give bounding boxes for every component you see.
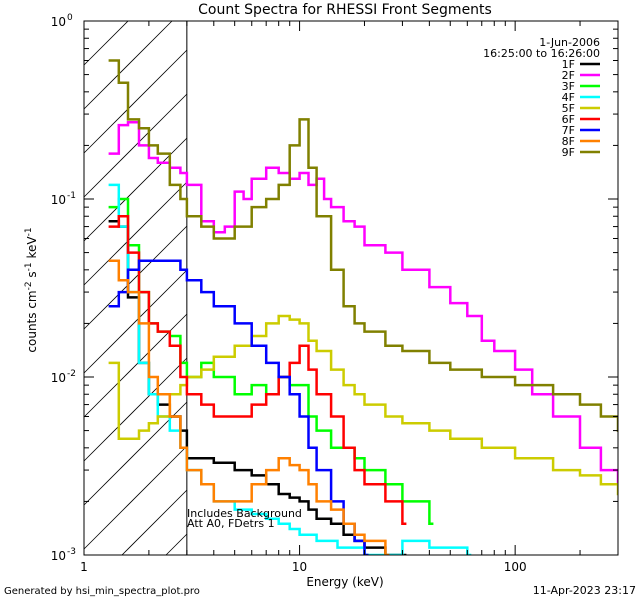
legend-label-9F: 9F <box>562 146 575 159</box>
hatch-line <box>83 181 188 286</box>
legend-label-7F: 7F <box>562 124 575 137</box>
time-range-label: 16:25:00 to 16:26:00 <box>483 47 600 60</box>
y-tick-exponent: -3 <box>67 547 76 557</box>
hatch-line <box>83 20 173 110</box>
legend-label-6F: 6F <box>562 113 575 126</box>
y-tick-label: 10 <box>51 193 66 207</box>
hatch-line <box>83 49 188 154</box>
plot-frame <box>83 20 619 556</box>
x-tick-label: 10 <box>292 560 307 574</box>
attenuator-hatch-region <box>83 20 188 556</box>
hatch-line <box>83 20 129 66</box>
y-tick-exponent: 0 <box>67 13 73 23</box>
hatch-line <box>83 225 188 330</box>
series-8F <box>108 259 390 555</box>
footer-generated-by: Generated by hsi_min_spectra_plot.pro <box>4 586 200 597</box>
hatch-line <box>83 269 188 374</box>
y-tick-exponent: -2 <box>67 369 76 379</box>
y-tick-label: 10 <box>51 15 66 29</box>
y-tick-label: 10 <box>51 549 66 563</box>
y-tick-exponent: -1 <box>67 191 76 201</box>
hatch-line <box>165 533 188 556</box>
legend-label-5F: 5F <box>562 102 575 115</box>
y-tick-label: 10 <box>51 371 66 385</box>
x-axis-label: Energy (keV) <box>306 575 383 589</box>
series-layer <box>108 59 618 555</box>
legend-label-3F: 3F <box>562 80 575 93</box>
background-note-line2: Att A0, FDetrs 1 <box>187 517 275 530</box>
background-note-line1: Includes Background <box>187 507 302 520</box>
legend-label-1F: 1F <box>562 58 575 71</box>
hatch-line <box>83 93 188 198</box>
x-tick-label: 1 <box>80 560 88 574</box>
series-2F <box>108 120 618 486</box>
chart-title: Count Spectra for RHESSI Front Segments <box>198 2 492 18</box>
legend-label-8F: 8F <box>562 135 575 148</box>
x-tick-label: 100 <box>504 560 527 574</box>
hatch-line <box>121 489 188 556</box>
legend-label-4F: 4F <box>562 91 575 104</box>
footer-timestamp: 11-Apr-2023 23:17 <box>533 584 636 597</box>
series-9F <box>108 59 618 432</box>
hatch-line <box>83 445 188 550</box>
y-axis-label: counts cm-2 s-1 keV-1 <box>24 227 39 352</box>
legend-label-2F: 2F <box>562 69 575 82</box>
date-label: 1-Jun-2006 <box>539 36 600 49</box>
hatch-line <box>83 357 188 462</box>
